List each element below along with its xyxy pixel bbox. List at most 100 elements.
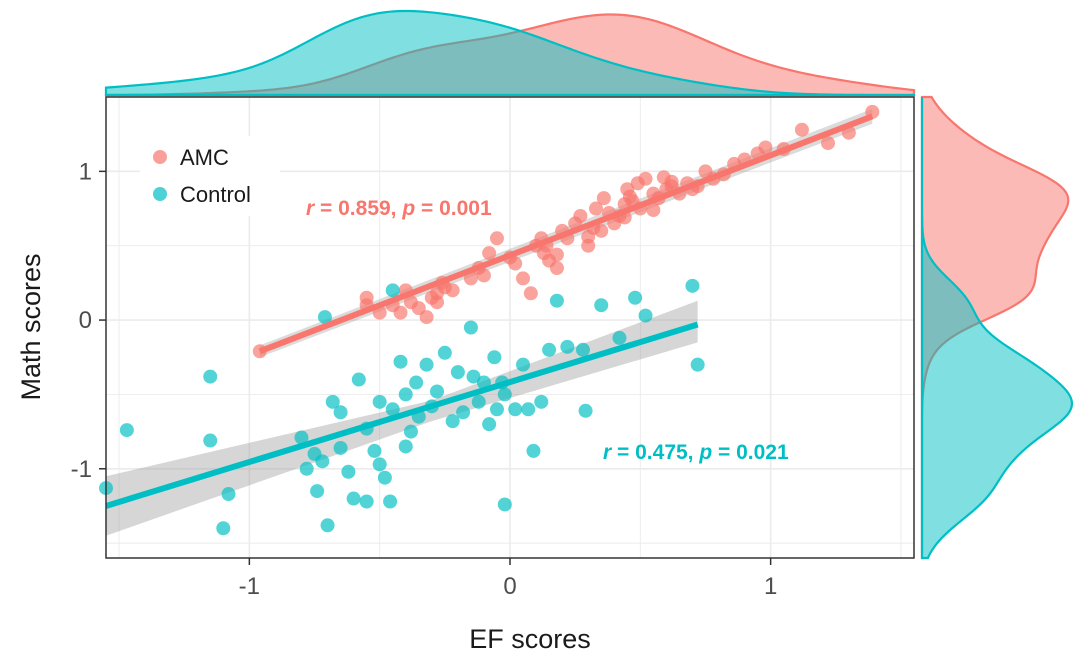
data-point-control <box>445 414 460 429</box>
right-density-control <box>920 97 1074 560</box>
data-point-amc <box>758 140 773 155</box>
fit-line-control <box>105 321 699 509</box>
data-point-amc <box>573 208 588 223</box>
data-point-control <box>346 491 361 506</box>
data-point-control <box>333 405 348 420</box>
data-point-amc <box>581 229 596 244</box>
top-density <box>104 9 916 97</box>
data-point-control <box>487 350 502 365</box>
data-point-control <box>203 433 218 448</box>
data-point-control <box>377 470 392 485</box>
data-point-control <box>403 424 418 439</box>
data-point-amc <box>393 305 408 320</box>
data-point-control <box>690 357 705 372</box>
data-point-control <box>325 394 340 409</box>
data-point-control <box>549 293 564 308</box>
data-point-control <box>508 402 523 417</box>
data-point-amc <box>430 295 445 310</box>
points-control <box>99 278 705 536</box>
data-point-control <box>359 494 374 509</box>
data-point-amc <box>622 189 637 204</box>
data-point-control <box>456 405 471 420</box>
data-point-control <box>385 402 400 417</box>
data-point-control <box>317 310 332 325</box>
axis-ticks: -1 0 1 -1 0 1 <box>71 158 778 600</box>
data-point-control <box>351 372 366 387</box>
stat-label-amc: r = 0.859, p = 0.001 <box>306 197 492 220</box>
fit-line-amc <box>258 113 874 355</box>
x-tick-label: -1 <box>239 573 260 600</box>
y-tick-label: 0 <box>79 307 92 334</box>
data-point-amc <box>516 271 531 286</box>
data-point-control <box>578 403 593 418</box>
data-point-control <box>450 365 465 380</box>
data-point-control <box>542 342 557 357</box>
data-point-control <box>516 357 531 372</box>
data-point-amc <box>549 261 564 276</box>
data-point-amc <box>664 174 679 189</box>
data-point-control <box>497 387 512 402</box>
x-tick-label: 1 <box>764 573 777 600</box>
data-point-amc <box>419 310 434 325</box>
data-point-control <box>612 330 627 345</box>
legend-background <box>140 136 280 216</box>
legend-key-amc <box>153 150 167 164</box>
data-point-control <box>294 430 309 445</box>
data-point-control <box>489 402 504 417</box>
data-point-amc <box>523 286 538 301</box>
data-point-control <box>315 454 330 469</box>
data-point-control <box>320 518 335 533</box>
data-point-control <box>409 375 424 390</box>
legend-label-control: Control <box>180 182 251 207</box>
x-axis-title: EF scores <box>469 624 591 654</box>
data-point-control <box>372 394 387 409</box>
legend-key-control <box>153 187 167 201</box>
data-point-amc <box>638 171 653 186</box>
data-point-control <box>466 369 481 384</box>
stat-label-control: r = 0.475, p = 0.021 <box>603 441 789 464</box>
y-axis-title: Math scores <box>16 253 46 400</box>
data-point-control <box>526 443 541 458</box>
data-point-amc <box>549 247 564 262</box>
legend-label-amc: AMC <box>180 145 229 170</box>
data-point-amc <box>508 256 523 271</box>
data-point-control <box>393 354 408 369</box>
data-point-control <box>594 298 609 313</box>
data-point-control <box>385 283 400 298</box>
data-point-control <box>383 494 398 509</box>
data-point-control <box>203 369 218 384</box>
data-point-amc <box>794 122 809 137</box>
data-point-control <box>367 443 382 458</box>
data-point-amc <box>589 201 604 216</box>
data-point-amc <box>596 191 611 206</box>
data-point-amc <box>820 136 835 151</box>
data-point-amc <box>646 203 661 218</box>
data-point-control <box>221 487 236 502</box>
x-tick-label: 0 <box>503 573 516 600</box>
right-density <box>920 95 1074 560</box>
data-point-control <box>497 497 512 512</box>
data-point-control <box>638 308 653 323</box>
data-point-amc <box>476 268 491 283</box>
data-point-control <box>333 440 348 455</box>
data-point-control <box>372 457 387 472</box>
data-point-amc <box>482 246 497 261</box>
data-point-amc <box>445 283 460 298</box>
data-point-control <box>482 417 497 432</box>
data-point-amc <box>359 290 374 305</box>
data-point-control <box>685 278 700 293</box>
data-point-control <box>437 345 452 360</box>
data-point-control <box>521 402 536 417</box>
y-tick-label: -1 <box>71 456 92 483</box>
data-point-control <box>119 423 134 438</box>
data-point-control <box>341 464 356 479</box>
data-point-control <box>310 484 325 499</box>
data-point-control <box>398 387 413 402</box>
data-point-amc <box>594 223 609 238</box>
data-point-amc <box>463 271 478 286</box>
data-point-control <box>628 290 643 305</box>
data-point-control <box>299 461 314 476</box>
data-point-control <box>463 320 478 335</box>
data-point-control <box>398 439 413 454</box>
